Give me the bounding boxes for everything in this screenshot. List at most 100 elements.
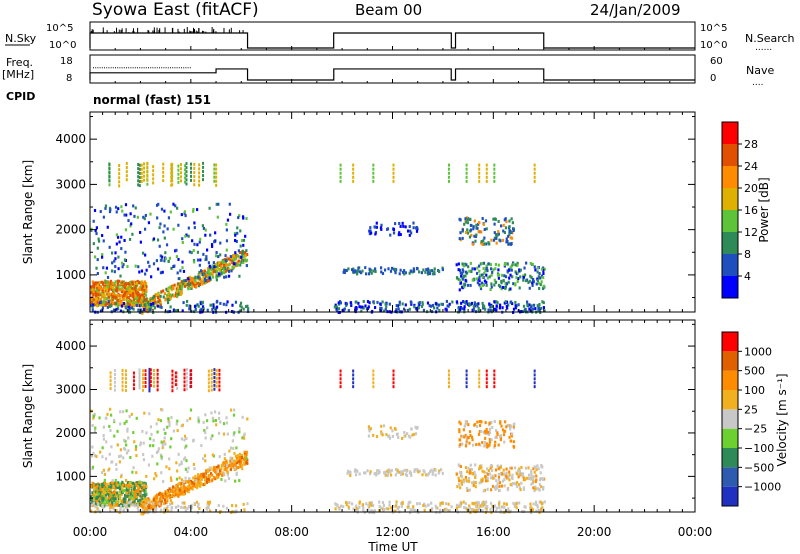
power-cell (126, 265, 129, 269)
power-cell (234, 251, 237, 255)
velocity-cell (202, 475, 205, 479)
velocity-cell (112, 507, 115, 511)
velocity-cell (176, 383, 179, 387)
velocity-cell (372, 433, 375, 437)
power-cell (95, 266, 98, 270)
power-cell (215, 278, 218, 282)
power-cell (140, 280, 144, 284)
velocity-cell (154, 509, 158, 513)
velocity-cell (112, 491, 115, 495)
power-cell (201, 305, 205, 309)
velocity-colorbar-frame (721, 331, 739, 507)
beam-title: Beam 00 (355, 1, 422, 19)
power-cell (478, 279, 481, 283)
velocity-cell (155, 498, 158, 502)
power-cell (408, 233, 411, 237)
velocity-cell (138, 378, 141, 382)
velocity-cell (486, 504, 489, 508)
power-cell (508, 230, 511, 234)
velocity-cell (484, 479, 488, 483)
velocity-cell (208, 468, 211, 472)
velocity-cell (513, 422, 516, 426)
power-cell (141, 296, 144, 300)
power-cell (177, 180, 180, 184)
power-cell (526, 303, 529, 307)
power-cell (224, 270, 227, 274)
power-cell (107, 295, 110, 299)
power-cell (466, 283, 470, 287)
power-cell (106, 302, 109, 306)
velocity-cell (222, 504, 225, 508)
velocity-cell (198, 506, 201, 510)
power-cell (495, 233, 498, 237)
velocity-cell (113, 380, 116, 384)
power-cell (241, 249, 244, 253)
power-cell (219, 269, 223, 273)
power-cell (229, 212, 232, 216)
nsky-trace (89, 27, 696, 50)
power-cell (168, 293, 171, 297)
power-cell (457, 262, 460, 266)
velocity-cell (116, 500, 119, 504)
power-cell (125, 166, 128, 170)
velocity-cell (494, 474, 497, 478)
velocity-cell (367, 425, 371, 429)
velocity-cell (104, 416, 107, 420)
velocity-cell (498, 434, 502, 438)
velocity-cell (109, 407, 112, 411)
power-cell (483, 279, 487, 283)
velocity-cell (164, 431, 167, 435)
power-cell (394, 222, 397, 226)
velocity-cell (181, 423, 184, 427)
power-cell (238, 309, 242, 313)
power-cell (463, 307, 466, 311)
velocity-cell (143, 483, 146, 487)
velocity-cell (193, 480, 196, 484)
velocity-cell (538, 488, 541, 492)
velocity-cell (490, 488, 493, 492)
velocity-cell (388, 500, 391, 504)
power-cell (236, 226, 239, 230)
velocity-cell (493, 369, 496, 373)
power-cell (542, 276, 545, 280)
nsky-panel-frame (89, 21, 696, 51)
power-cell (485, 264, 488, 268)
velocity-cell (172, 492, 176, 496)
power-cell (510, 217, 513, 221)
velocity-cell (465, 381, 468, 385)
power-cell (117, 255, 120, 259)
power-cell (362, 299, 365, 303)
velocity-cell (106, 412, 109, 416)
power-cell (110, 251, 114, 255)
velocity-cell (457, 463, 460, 467)
power-cell (153, 298, 157, 302)
power-cell (218, 261, 221, 265)
power-cell (390, 266, 394, 270)
velocity-cell (171, 381, 174, 385)
power-cell (138, 311, 142, 315)
power-cell (170, 175, 173, 179)
velocity-cell (91, 491, 94, 495)
nave-dot (101, 67, 103, 69)
power-cell (477, 222, 480, 226)
velocity-cell (161, 496, 165, 500)
velocity-cell (113, 376, 116, 380)
velocity-cell (395, 500, 398, 504)
velocity-cell (185, 444, 188, 448)
velocity-cell (236, 458, 240, 462)
velocity-cell (335, 503, 338, 507)
power-cell (195, 285, 198, 289)
power-cell (484, 269, 487, 273)
velocity-cell (224, 465, 227, 469)
velocity-cell (90, 495, 93, 499)
power-cell (138, 163, 141, 167)
power-cell (98, 285, 102, 289)
velocity-cell (191, 487, 194, 491)
power-cell (220, 271, 223, 275)
velocity-cell (535, 478, 538, 482)
power-cell (180, 280, 183, 284)
velocity-cell (185, 387, 188, 391)
power-cell (104, 286, 107, 290)
power-cell (177, 176, 180, 180)
velocity-cell (152, 376, 155, 380)
